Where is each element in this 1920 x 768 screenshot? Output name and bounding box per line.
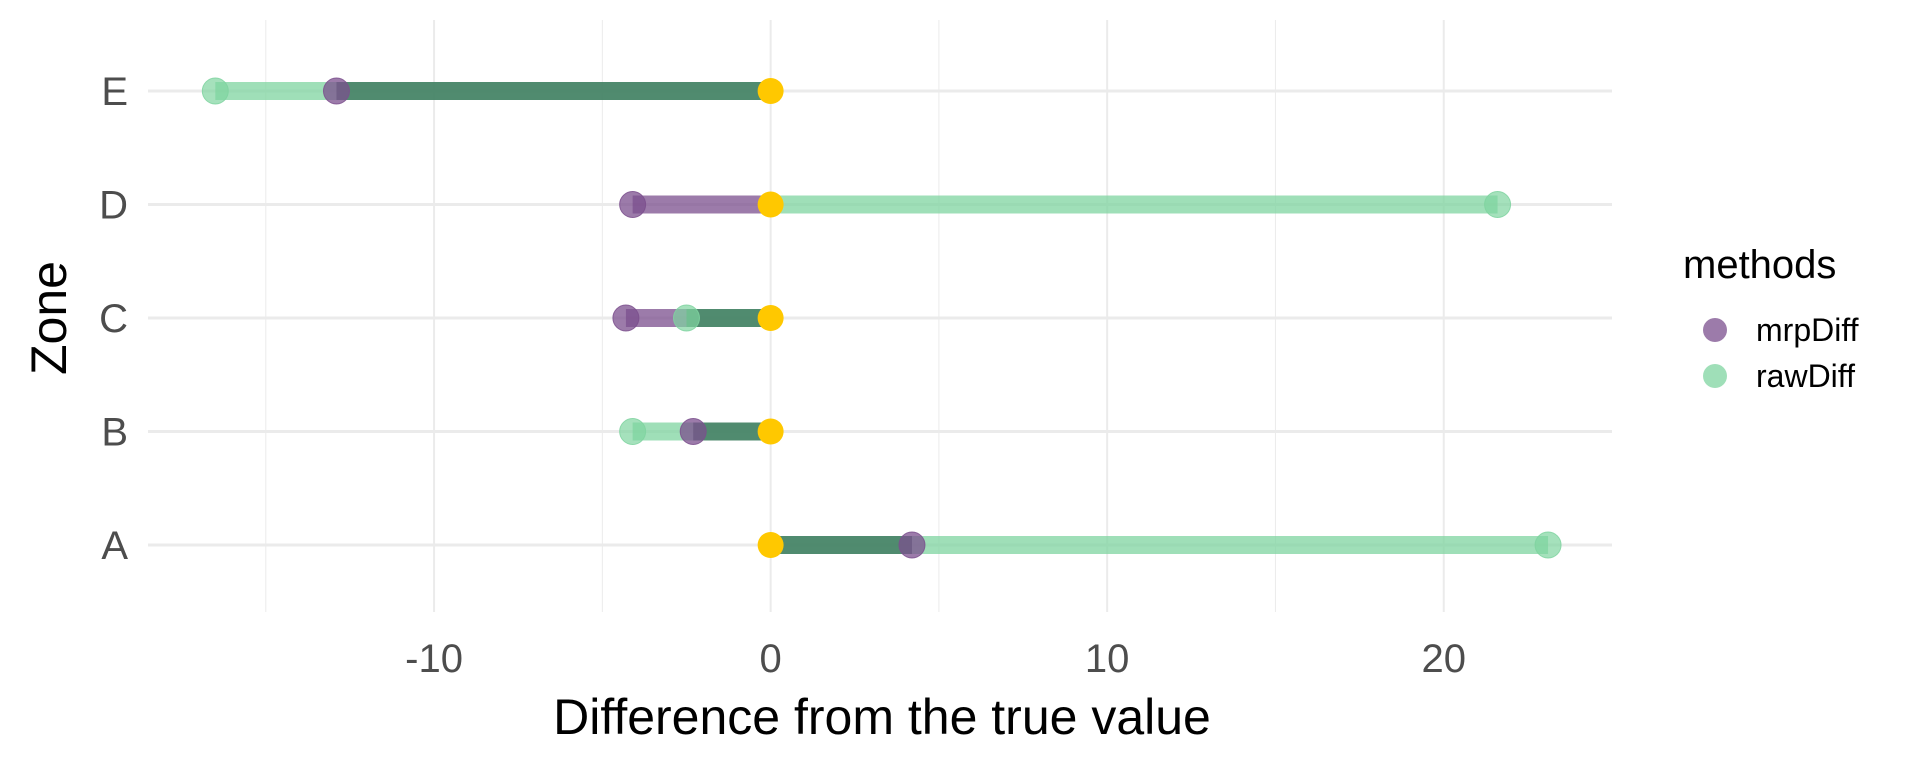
point-rawDiff-E	[201, 77, 229, 105]
x-tick-labels: -10 0 10 20	[405, 637, 1466, 681]
legend-label-rawDiff: rawDiff	[1756, 358, 1855, 394]
x-tick-label: -10	[405, 637, 463, 681]
point-mrpDiff-C	[612, 304, 640, 332]
x-tick-label: 10	[1085, 637, 1130, 681]
point-baseline-B	[757, 418, 784, 445]
y-tick-labels: A B C D E	[99, 70, 128, 568]
point-baseline-A	[757, 532, 784, 558]
x-tick-label: 0	[759, 637, 781, 681]
y-axis-title: Zone	[21, 261, 77, 375]
legend-title: methods	[1683, 243, 1836, 287]
point-baseline-D	[757, 191, 784, 218]
point-rawDiff-A	[1534, 531, 1562, 559]
point-baseline-C	[757, 305, 784, 331]
legend: methods mrpDiff rawDiff	[1683, 243, 1859, 394]
legend-key-mrpDiff	[1703, 318, 1727, 342]
data-points	[201, 77, 1562, 559]
point-rawDiff-D	[1484, 191, 1512, 218]
point-baseline-E	[757, 78, 784, 104]
point-rawDiff-C	[672, 304, 700, 332]
y-tick-label-B: B	[101, 411, 128, 455]
x-axis-title: Difference from the true value	[553, 689, 1211, 745]
point-mrpDiff-D	[619, 191, 647, 218]
y-tick-label-A: A	[101, 524, 128, 568]
y-tick-label-E: E	[101, 70, 128, 114]
legend-label-mrpDiff: mrpDiff	[1756, 312, 1859, 348]
minor-gridlines	[265, 20, 1276, 612]
point-mrpDiff-A	[898, 531, 926, 559]
point-rawDiff-B	[619, 418, 647, 445]
major-gridlines	[148, 20, 1612, 612]
legend-key-rawDiff	[1703, 364, 1727, 388]
x-tick-label: 20	[1421, 637, 1466, 681]
point-mrpDiff-B	[679, 418, 707, 445]
y-tick-label-D: D	[99, 184, 128, 228]
y-tick-label-C: C	[99, 297, 128, 341]
point-mrpDiff-E	[322, 77, 350, 105]
